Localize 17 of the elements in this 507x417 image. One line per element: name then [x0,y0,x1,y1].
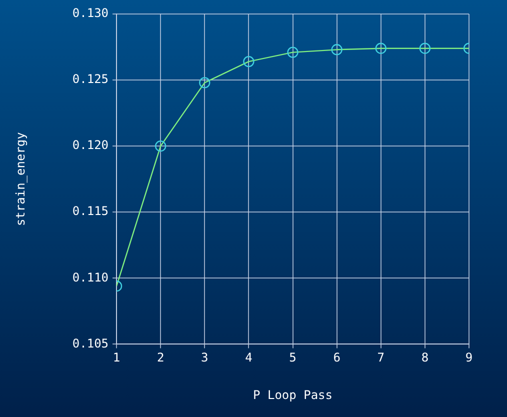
x-axis-title: P Loop Pass [253,388,333,402]
x-tick-label: 6 [333,350,340,365]
x-tick-label: 4 [245,350,252,365]
y-tick-label: 0.110 [72,270,109,284]
x-tick-label: 2 [156,350,164,365]
x-tick-label: 7 [377,350,384,365]
y-tick-label: 0.120 [72,138,109,152]
y-tick-label: 0.130 [72,6,109,20]
y-tick-label: 0.125 [72,72,109,86]
x-tick-label: 3 [201,350,208,365]
x-tick-label: 5 [289,350,296,365]
y-tick-label: 0.105 [72,336,109,350]
y-tick-label: 0.115 [72,204,109,218]
x-tick-label: 8 [421,350,429,365]
y-axis-title: strain_energy [13,132,28,226]
x-tick-label: 9 [465,350,473,365]
x-tick-label: 1 [112,350,120,365]
